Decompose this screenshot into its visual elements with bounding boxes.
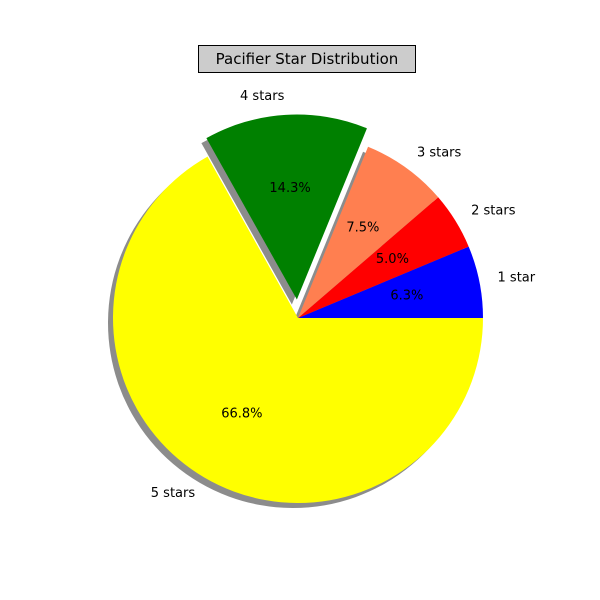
slice-3-stars <box>298 146 439 318</box>
percent-label-4-stars: 14.3% <box>269 181 310 196</box>
percent-label-3-stars: 7.5% <box>346 220 379 235</box>
slice-4-stars <box>206 114 367 300</box>
category-label-2-stars: 2 stars <box>471 204 516 219</box>
category-label-5-stars: 5 stars <box>151 486 196 501</box>
slice-2-stars <box>298 197 469 318</box>
category-label-1-star: 1 star <box>498 270 536 285</box>
slice-labels: 1 star 6.3% 2 stars 5.0% 3 stars 7.5% 4 stars 1… <box>151 89 536 501</box>
slice-1-star <box>298 246 483 318</box>
percent-label-1-star: 6.3% <box>390 289 423 304</box>
category-label-3-stars: 3 stars <box>417 145 462 160</box>
percent-label-5-stars: 66.8% <box>221 406 262 421</box>
percent-label-2-stars: 5.0% <box>376 252 409 267</box>
pie-slices <box>112 114 484 504</box>
chart-title: Pacifier Star Distribution <box>198 45 416 73</box>
slice-5-stars <box>112 156 484 504</box>
category-label-4-stars: 4 stars <box>240 89 285 104</box>
